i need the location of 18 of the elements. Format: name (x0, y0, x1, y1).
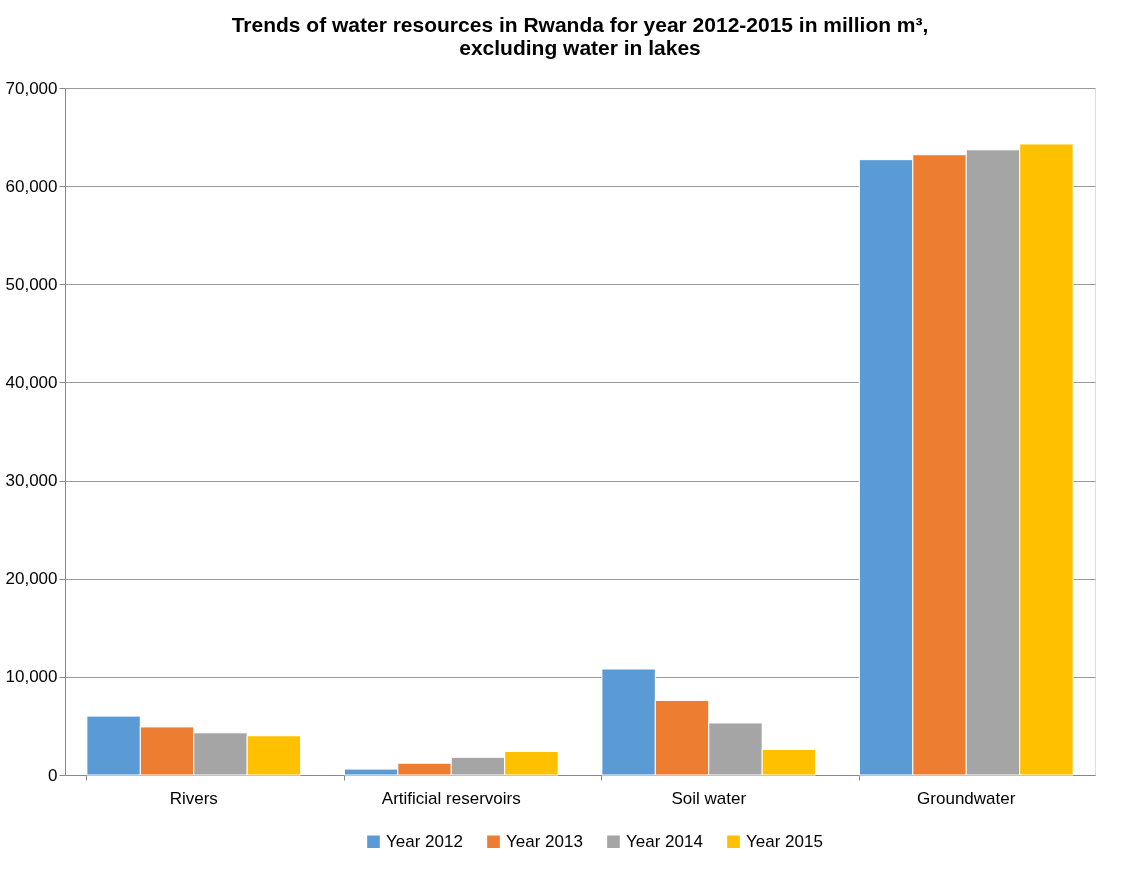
x-tick-label: Artificial reservoirs (381, 788, 521, 808)
legend-label: Year 2014 (626, 831, 703, 851)
x-tick-label: Groundwater (917, 788, 1016, 808)
x-tick-label: Soil water (671, 788, 747, 808)
y-tick-label: 40,000 (5, 372, 58, 392)
legend-label: Year 2013 (506, 831, 583, 851)
y-tick-label: 60,000 (5, 176, 58, 196)
legend-label: Year 2015 (746, 831, 823, 851)
text: Trends of water resources in Rwanda for year 2012-2015 in million m³, (231, 13, 929, 36)
y-tick-label: 10,000 (5, 667, 58, 687)
y-tick-label: 20,000 (5, 569, 58, 589)
y-tick-label: 0 (48, 765, 58, 785)
legend-label: Year 2012 (386, 831, 463, 851)
y-tick-label: 50,000 (5, 274, 58, 294)
x-tick-label: Rivers (169, 788, 218, 808)
text: excluding water in lakes (459, 36, 701, 59)
y-tick-label: 70,000 (5, 78, 58, 98)
y-tick-label: 30,000 (5, 471, 58, 491)
